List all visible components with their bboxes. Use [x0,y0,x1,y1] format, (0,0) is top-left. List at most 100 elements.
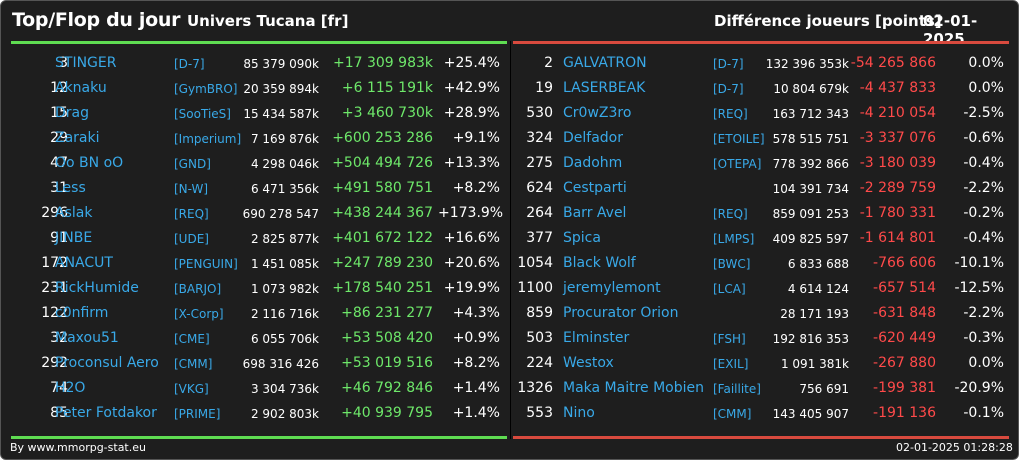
alliance-tag-link[interactable]: [D-7] [713,82,744,96]
alliance-tag-link[interactable]: [PENGUIN] [174,257,238,271]
player-name-link[interactable]: Westox [563,355,614,371]
player-name-link[interactable]: Black Wolf [563,255,636,271]
flop-player-row: 530 Cr0wZ3ro [REQ] 163 712 343 -4 210 054 -2.… [513,100,1009,125]
player-points: 6 833 688 [787,257,849,271]
top-player-row: 31 Less [N-W] 6 471 356k +491 580 751 +8.2% [11,175,507,200]
top-player-row: 85 Peter Fotdakor [PRIME] 2 902 803k +40 939… [11,400,507,425]
alliance-tag-link[interactable]: [LMPS] [713,232,755,246]
player-name-link[interactable]: Cr0wZ3ro [563,105,632,121]
player-name-link[interactable]: jeremylemont [563,280,661,296]
player-name-link[interactable]: Barr Avel [563,205,627,221]
player-name-link[interactable]: Drag [55,105,90,121]
alliance-tag-link[interactable]: [D-7] [713,57,744,71]
player-rank: 74 [50,380,68,396]
points-difference: +247 789 230 [332,255,433,271]
player-name-link[interactable]: Proconsul Aero [55,355,159,371]
player-rank: 31 [50,180,68,196]
player-rank: 47 [50,155,68,171]
percent-change: +173.9% [438,205,504,221]
alliance-tag-link[interactable]: [OTEPA] [713,157,762,171]
player-name-link[interactable]: STINGER [55,55,117,71]
alliance-tag-link[interactable]: [N-W] [174,182,209,196]
alliance-tag-link[interactable]: [GymBRO] [174,82,238,96]
percent-change: +8.2% [452,180,500,196]
player-points: 2 116 716k [250,307,319,321]
player-name-link[interactable]: Maka Maitre Mobien [563,380,705,396]
panel-divider [510,41,511,439]
alliance-tag-link[interactable]: [PRIME] [174,407,221,421]
flop-player-row: 624 Cestparti 104 391 734 -2 289 759 -2.2% [513,175,1009,200]
flop-player-row: 1326 Maka Maitre Mobien [Faillite] 756 691 -… [513,375,1009,400]
player-name-link[interactable]: RickHumide [55,280,139,296]
alliance-tag-link[interactable]: [REQ] [174,207,209,221]
player-rank: 12 [50,80,68,96]
alliance-tag-link[interactable]: [Faillite] [713,382,761,396]
player-name-link[interactable]: GALVATRON [563,55,647,71]
player-name-link[interactable]: Peter Fotdakor [55,405,157,421]
alliance-tag-link[interactable]: [SooTieS] [174,107,231,121]
player-name-link[interactable]: Oo BN oO [55,155,124,171]
player-name-link[interactable]: Less [55,180,86,196]
points-difference: -1 614 801 [859,230,936,246]
player-name-link[interactable]: ANACUT [55,255,113,271]
player-name-link[interactable]: JINBE [55,230,93,246]
alliance-tag-link[interactable]: [BARJO] [174,282,222,296]
alliance-tag-link[interactable]: [BWC] [713,257,751,271]
alliance-tag-link[interactable]: [REQ] [713,207,748,221]
player-name-link[interactable]: Aslak [55,205,93,221]
player-name-link[interactable]: Procurator Orion [563,305,679,321]
alliance-tag-link[interactable]: [CME] [174,332,210,346]
player-points: 2 825 877k [250,232,319,246]
alliance-tag-link[interactable]: [Imperium] [174,132,242,146]
player-points: 859 091 253 [772,207,849,221]
flop-player-row: 503 Elminster [FSH] 192 816 353 -620 449 -0.3… [513,325,1009,350]
player-rank: 3 [59,55,68,71]
player-name-link[interactable]: Cestparti [563,180,627,196]
player-name-link[interactable]: Aknaku [55,80,107,96]
percent-change: -0.1% [963,405,1004,421]
alliance-tag-link[interactable]: [REQ] [713,107,748,121]
top-player-row: 91 JINBE [UDE] 2 825 877k +401 672 122 +16.6% [11,225,507,250]
points-difference: +53 019 516 [341,355,433,371]
player-points: 192 816 353 [772,332,849,346]
alliance-tag-link[interactable]: [LCA] [713,282,746,296]
alliance-tag-link[interactable]: [FSH] [713,332,746,346]
alliance-tag-link[interactable]: [UDE] [174,232,209,246]
alliance-tag-link[interactable]: [VKG] [174,382,209,396]
player-points: 7 169 876k [250,132,319,146]
top-player-row: 231 RickHumide [BARJO] 1 073 982k +178 540 2… [11,275,507,300]
player-points: 4 614 124 [787,282,849,296]
player-name-link[interactable]: Maxou51 [55,330,119,346]
player-name-link[interactable]: Nino [563,405,595,421]
player-rank: 19 [535,80,553,96]
points-difference: -766 606 [873,255,936,271]
alliance-tag-link[interactable]: [X-Corp] [174,307,224,321]
player-name-link[interactable]: c0nfirm [55,305,109,321]
page-title: Top/Flop du jour [12,9,181,31]
alliance-tag-link[interactable]: [CMM] [174,357,213,371]
alliance-tag-link[interactable]: [D-7] [174,57,205,71]
percent-change: -0.3% [963,330,1004,346]
flop-player-row: 1054 Black Wolf [BWC] 6 833 688 -766 606 -10.… [513,250,1009,275]
alliance-tag-link[interactable]: [GND] [174,157,211,171]
alliance-tag-link[interactable]: [CMM] [713,407,752,421]
player-name-link[interactable]: LASERBEAK [563,80,646,96]
points-difference: +600 253 286 [332,130,433,146]
player-name-link[interactable]: Delfador [563,130,623,146]
alliance-tag-link[interactable]: [EXIL] [713,357,749,371]
player-points: 104 391 734 [772,182,849,196]
player-name-link[interactable]: Zaraki [55,130,100,146]
player-rank: 231 [41,280,68,296]
alliance-tag-link[interactable]: [ETOILE] [713,132,765,146]
player-name-link[interactable]: H2O [55,380,86,396]
player-name-link[interactable]: Spica [563,230,601,246]
percent-change: +0.9% [452,330,500,346]
player-rank: 2 [544,55,553,71]
header: Top/Flop du jour Univers Tucana [fr] Dif… [1,1,1018,48]
player-name-link[interactable]: Dadohm [563,155,623,171]
player-rank: 32 [50,330,68,346]
top-player-row: 32 Maxou51 [CME] 6 055 706k +53 508 420 +0.9% [11,325,507,350]
player-name-link[interactable]: Elminster [563,330,630,346]
percent-change: +42.9% [443,80,500,96]
